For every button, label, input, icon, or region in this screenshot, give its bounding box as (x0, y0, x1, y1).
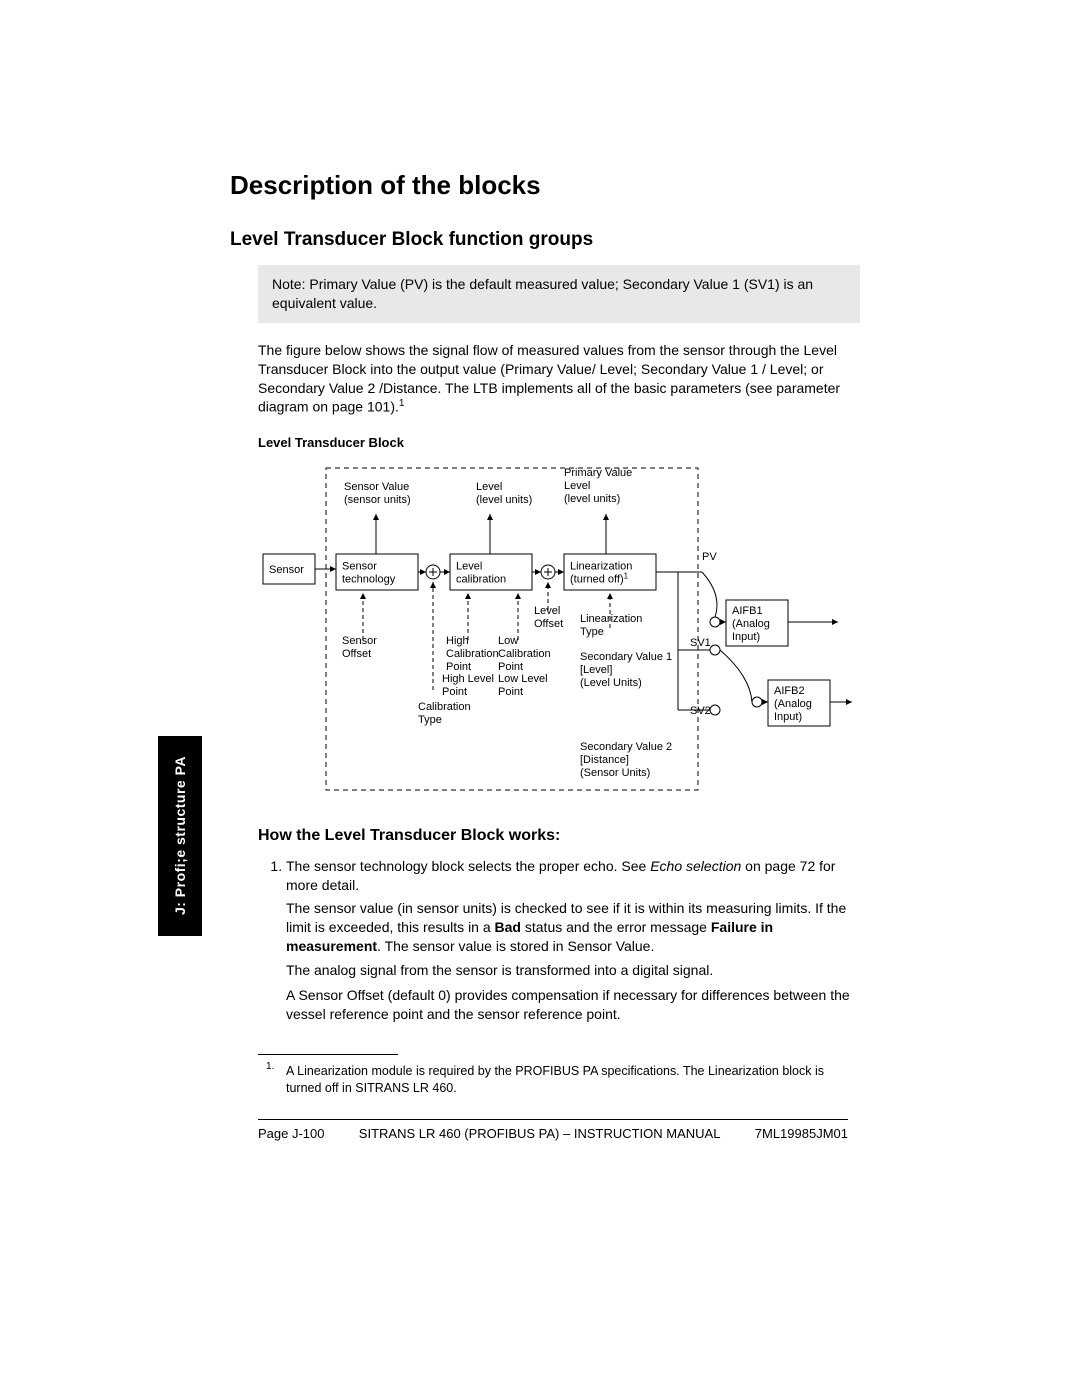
svg-text:Sensor Value: Sensor Value (344, 481, 409, 493)
svg-text:Linearization: Linearization (580, 613, 642, 625)
footnote-rule (258, 1054, 398, 1055)
svg-text:SV1: SV1 (690, 637, 711, 649)
svg-text:SV2: SV2 (690, 705, 711, 717)
footer-page: Page J-100 (258, 1126, 325, 1141)
svg-text:Calibration: Calibration (418, 701, 471, 713)
svg-text:Level: Level (534, 605, 560, 617)
svg-text:Offset: Offset (342, 648, 371, 660)
footer-title: SITRANS LR 460 (PROFIBUS PA) – INSTRUCTI… (359, 1126, 721, 1141)
list-item-continuation: The sensor value (in sensor units) is ch… (286, 899, 860, 956)
svg-text:High Level: High Level (442, 673, 494, 685)
svg-text:Sensor: Sensor (342, 635, 377, 647)
page-content: Description of the blocks Level Transduc… (230, 170, 860, 1141)
heading-3: How the Level Transducer Block works: (258, 827, 860, 845)
footnote: 1. A Linearization module is required by… (286, 1063, 860, 1097)
svg-text:Secondary Value 1: Secondary Value 1 (580, 651, 672, 663)
svg-text:AIFB1: AIFB1 (732, 605, 763, 617)
list-item-continuation: A Sensor Offset (default 0) provides com… (286, 986, 860, 1024)
svg-text:(level units): (level units) (564, 493, 620, 505)
svg-text:Level: Level (456, 561, 482, 573)
intro-paragraph: The figure below shows the signal flow o… (258, 341, 860, 417)
svg-text:Point: Point (498, 686, 523, 698)
side-tab: J: Profi;e structure PA (158, 736, 202, 936)
svg-text:Low Level: Low Level (498, 673, 548, 685)
svg-text:Type: Type (418, 714, 442, 726)
svg-text:(turned off)1: (turned off)1 (570, 572, 629, 586)
intro-footnote-ref: 1 (399, 398, 405, 409)
svg-text:Low: Low (498, 635, 518, 647)
svg-text:(Level Units): (Level Units) (580, 677, 642, 689)
footer-doc: 7ML19985JM01 (755, 1126, 848, 1141)
svg-text:(sensor units): (sensor units) (344, 494, 411, 506)
numbered-list: The sensor technology block selects the … (286, 857, 860, 895)
footer-rule (258, 1119, 848, 1120)
svg-text:(level units): (level units) (476, 494, 532, 506)
svg-text:Sensor: Sensor (342, 561, 377, 573)
svg-text:Type: Type (580, 626, 604, 638)
svg-text:[Level]: [Level] (580, 664, 612, 676)
svg-text:Point: Point (442, 686, 467, 698)
footnote-number: 1. (266, 1060, 274, 1074)
svg-text:Calibration: Calibration (498, 648, 551, 660)
list-item-continuation: The analog signal from the sensor is tra… (286, 961, 860, 980)
svg-text:Primary Value: Primary Value (564, 467, 632, 479)
svg-text:Sensor: Sensor (269, 564, 304, 576)
svg-text:Secondary Value 2: Secondary Value 2 (580, 741, 672, 753)
note-box: Note: Primary Value (PV) is the default … (258, 265, 860, 323)
footnote-text: A Linearization module is required by th… (286, 1064, 824, 1095)
svg-text:Offset: Offset (534, 618, 563, 630)
heading-1: Description of the blocks (230, 170, 860, 201)
svg-text:High: High (446, 635, 469, 647)
svg-text:Input): Input) (774, 711, 802, 723)
svg-text:Point: Point (498, 661, 523, 673)
diagram-title: Level Transducer Block (258, 435, 860, 450)
svg-text:AIFB2: AIFB2 (774, 685, 805, 697)
side-tab-text: J: Profi;e structure PA (172, 756, 188, 915)
svg-text:technology: technology (342, 574, 396, 586)
svg-text:Point: Point (446, 661, 471, 673)
page-footer: Page J-100 SITRANS LR 460 (PROFIBUS PA) … (258, 1126, 848, 1141)
svg-text:(Sensor Units): (Sensor Units) (580, 767, 650, 779)
svg-text:Level: Level (476, 481, 502, 493)
diagram: SensorSensortechnologyLevelcalibrationLi… (258, 460, 860, 805)
svg-text:PV: PV (702, 551, 717, 563)
svg-text:Input): Input) (732, 631, 760, 643)
svg-text:(Analog: (Analog (774, 698, 812, 710)
heading-2: Level Transducer Block function groups (230, 229, 860, 251)
svg-text:Level: Level (564, 480, 590, 492)
svg-text:calibration: calibration (456, 574, 506, 586)
svg-text:[Distance]: [Distance] (580, 754, 629, 766)
svg-text:(Analog: (Analog (732, 618, 770, 630)
list-item: The sensor technology block selects the … (286, 857, 860, 895)
svg-text:Calibration: Calibration (446, 648, 499, 660)
intro-text: The figure below shows the signal flow o… (258, 342, 840, 415)
